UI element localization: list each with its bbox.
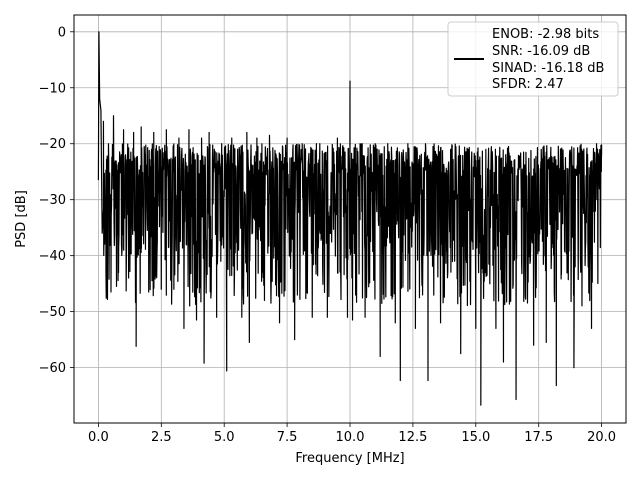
legend-entry-sfdr: SFDR: 2.47 (492, 77, 564, 92)
y-tick-label: −20 (39, 137, 66, 152)
x-tick-label: 7.5 (277, 430, 298, 445)
legend: ENOB: -2.98 bits SNR: -16.09 dB SINAD: -… (448, 22, 618, 96)
y-tick-label: −60 (39, 361, 66, 376)
y-tick-label: −40 (39, 249, 66, 264)
y-tick-label: 0 (58, 25, 66, 40)
legend-entry-enob: ENOB: -2.98 bits (492, 27, 599, 42)
x-tick-label: 12.5 (398, 430, 427, 445)
y-tick-label: −30 (39, 193, 66, 208)
x-tick-label: 2.5 (151, 430, 172, 445)
x-tick-label: 5.0 (214, 430, 235, 445)
legend-entry-snr: SNR: -16.09 dB (492, 44, 590, 59)
x-tick-label: 15.0 (461, 430, 490, 445)
x-tick-label: 0.0 (88, 430, 109, 445)
x-tick-label: 10.0 (336, 430, 365, 445)
legend-entry-sinad: SINAD: -16.18 dB (492, 61, 604, 76)
x-tick-label: 17.5 (524, 430, 553, 445)
y-tick-label: −50 (39, 305, 66, 320)
y-axis-label: PSD [dB] (14, 190, 29, 248)
y-tick-label: −10 (39, 81, 66, 96)
x-tick-label: 20.0 (587, 430, 616, 445)
x-axis-label: Frequency [MHz] (295, 451, 404, 466)
